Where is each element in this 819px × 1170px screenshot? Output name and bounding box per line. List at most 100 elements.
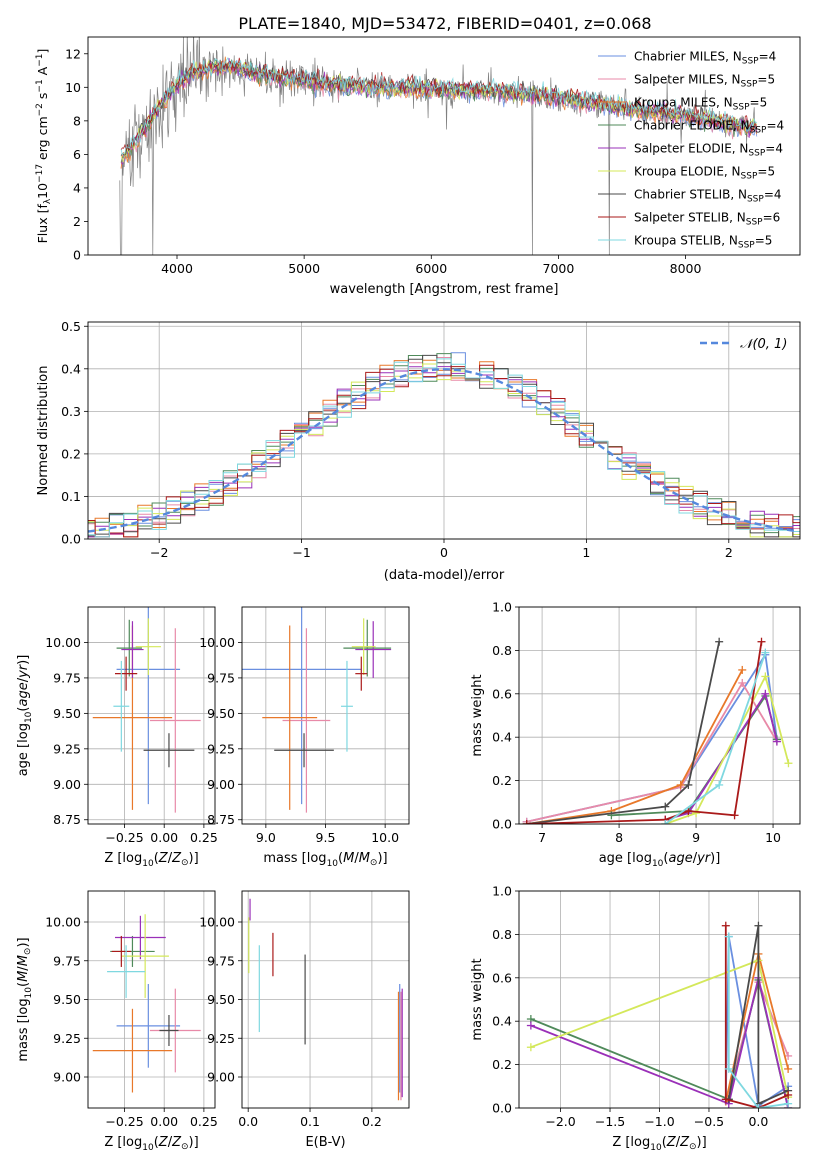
panel-mass_vs_Z: −0.25 0.00 0.25 9.00 9.25 9.50 9.75 10.00 Z [log… [16,890,218,1153]
plot-area [248,898,403,1101]
y-label-part: erg cm [35,116,50,164]
y-tick-label: 10.00 [45,635,81,650]
legend-entry: Salpeter ELODIE, NSSP=4 [634,142,783,159]
y-tick-label: 0.6 [492,686,512,701]
legend-text: Salpeter STELIB, N [634,211,746,225]
x-tick-label: 1 [582,545,590,560]
y-label-part: M [16,971,31,982]
y-label-part: λ [43,198,53,204]
x-label-part: Z [679,1135,690,1150]
x-label-part: ⊙ [689,1142,697,1152]
y-tick-label: 10 [65,80,81,95]
y-label-part: 10 [24,987,34,999]
legend-text: Kroupa ELODIE, N [634,165,741,179]
series-line [526,641,763,824]
x-tick-label: 8 [615,830,623,845]
y-label-part: / [16,677,31,682]
panel-mass_weight_vs_Z: −2.0 −1.5 −1.0 −0.5 0.0 0.0 0.2 0.4 0.6 0.8 1.0 Z [… [470,884,801,1153]
legend-tail: =4 [759,50,777,64]
y-label-part: −2 [35,103,45,116]
legend-entry: Chabrier STELIB, NSSP=4 [634,188,782,205]
x-label-part: / [168,1135,173,1150]
y-tick-label: 9.25 [207,1031,235,1046]
legend-tail: =5 [750,96,768,110]
y-tick-label: 0.2 [492,1057,512,1072]
y-tick-label: 4 [73,180,81,195]
y-tick-label: 9.75 [207,670,235,685]
series-line [727,925,789,1106]
y-tick-label: 0.8 [492,927,512,942]
plot-area [88,352,800,538]
y-tick-label: 10.00 [199,915,235,930]
x-label-part: ( [663,851,668,866]
legend-subscript: SSP [742,57,759,67]
x-label-part: 10 [650,1143,662,1153]
x-axis-label: mass [log10(M/M⊙)] [263,851,387,869]
figure-title: PLATE=1840, MJD=53472, FIBERID=0401, z=0… [238,14,651,33]
y-tick-label: 10.00 [199,635,235,650]
x-tick-label: −2.0 [545,1114,575,1129]
series-line [530,977,789,1108]
y-tick-label: 0.0 [61,532,81,547]
x-tick-label: −0.5 [694,1114,724,1129]
series-line [526,641,721,824]
x-tick-label: 0.00 [150,830,178,845]
x-tick-label: 0.0 [748,1114,768,1129]
axes-frame [87,606,216,825]
panel-age_vs_Z: −0.25 0.00 0.25 8.75 9.00 9.25 9.50 9.75 10.00 Z … [16,606,218,869]
y-label-part: 10 [35,183,50,199]
axes-frame [87,36,801,256]
legend-tail: =4 [765,142,783,156]
series-line [526,669,744,824]
y-tick-label: 12 [65,46,81,61]
x-label-part: Z [158,851,169,866]
y-tick-label: 0.1 [61,489,81,504]
x-label-part: )] [377,851,387,866]
series-line [727,936,789,1108]
legend-subscript: SSP [741,172,758,182]
y-tick-label: 9.00 [207,777,235,792]
series-line [724,979,789,1102]
y-tick-label: 9.75 [53,953,81,968]
y-tick-label: 0.0 [492,817,512,832]
y-tick-label: 9.00 [207,1070,235,1085]
y-label-part: age [log [16,723,31,776]
series-line [526,681,778,823]
x-label-part: Z [666,1135,677,1150]
x-label-part: yr [696,851,712,866]
x-label-part: ( [338,851,343,866]
y-axis-label: Normed distribution [36,366,51,496]
legend-text: Kroupa MILES, N [634,96,733,110]
legend-entry: Chabrier ELODIE, NSSP=4 [634,119,784,136]
y-tick-label: 9.25 [207,741,235,756]
x-tick-label: 4000 [161,261,193,276]
y-tick-label: 0.2 [492,773,512,788]
x-label-part: ( [154,851,159,866]
x-tick-label: 0.2 [362,1114,382,1129]
legend-text: Kroupa STELIB, N [634,234,738,248]
x-axis-label: Z [log10(Z/Z⊙)] [612,1135,706,1153]
plot-area [242,607,392,813]
y-axis-label: mass weight [470,958,485,1040]
y-axis-label: mass weight [470,674,485,756]
y-tick-label: 8.75 [53,812,81,827]
y-label-part: A [35,66,50,79]
legend-text: Chabrier MILES, N [634,50,742,64]
histogram-steps [88,359,800,538]
y-tick-label: 0.2 [61,446,81,461]
x-axis-label: age [log10(age/yr)] [599,851,721,869]
x-tick-label: 10.0 [371,830,399,845]
x-tick-label: −1 [292,545,310,560]
y-label-part: mass [log [16,998,31,1061]
x-tick-label: 8000 [670,261,702,276]
y-tick-label: 2 [73,214,81,229]
x-tick-label: 7000 [543,261,575,276]
legend-entry: 𝒩(0, 1) [740,337,787,352]
x-tick-label: −2 [150,545,168,560]
x-tick-label: 0.0 [238,1114,258,1129]
x-tick-label: −1.0 [644,1114,674,1129]
y-tick-label: 0.6 [492,970,512,985]
x-axis-label: (data-model)/error [384,568,505,583]
x-tick-label: 6000 [415,261,447,276]
